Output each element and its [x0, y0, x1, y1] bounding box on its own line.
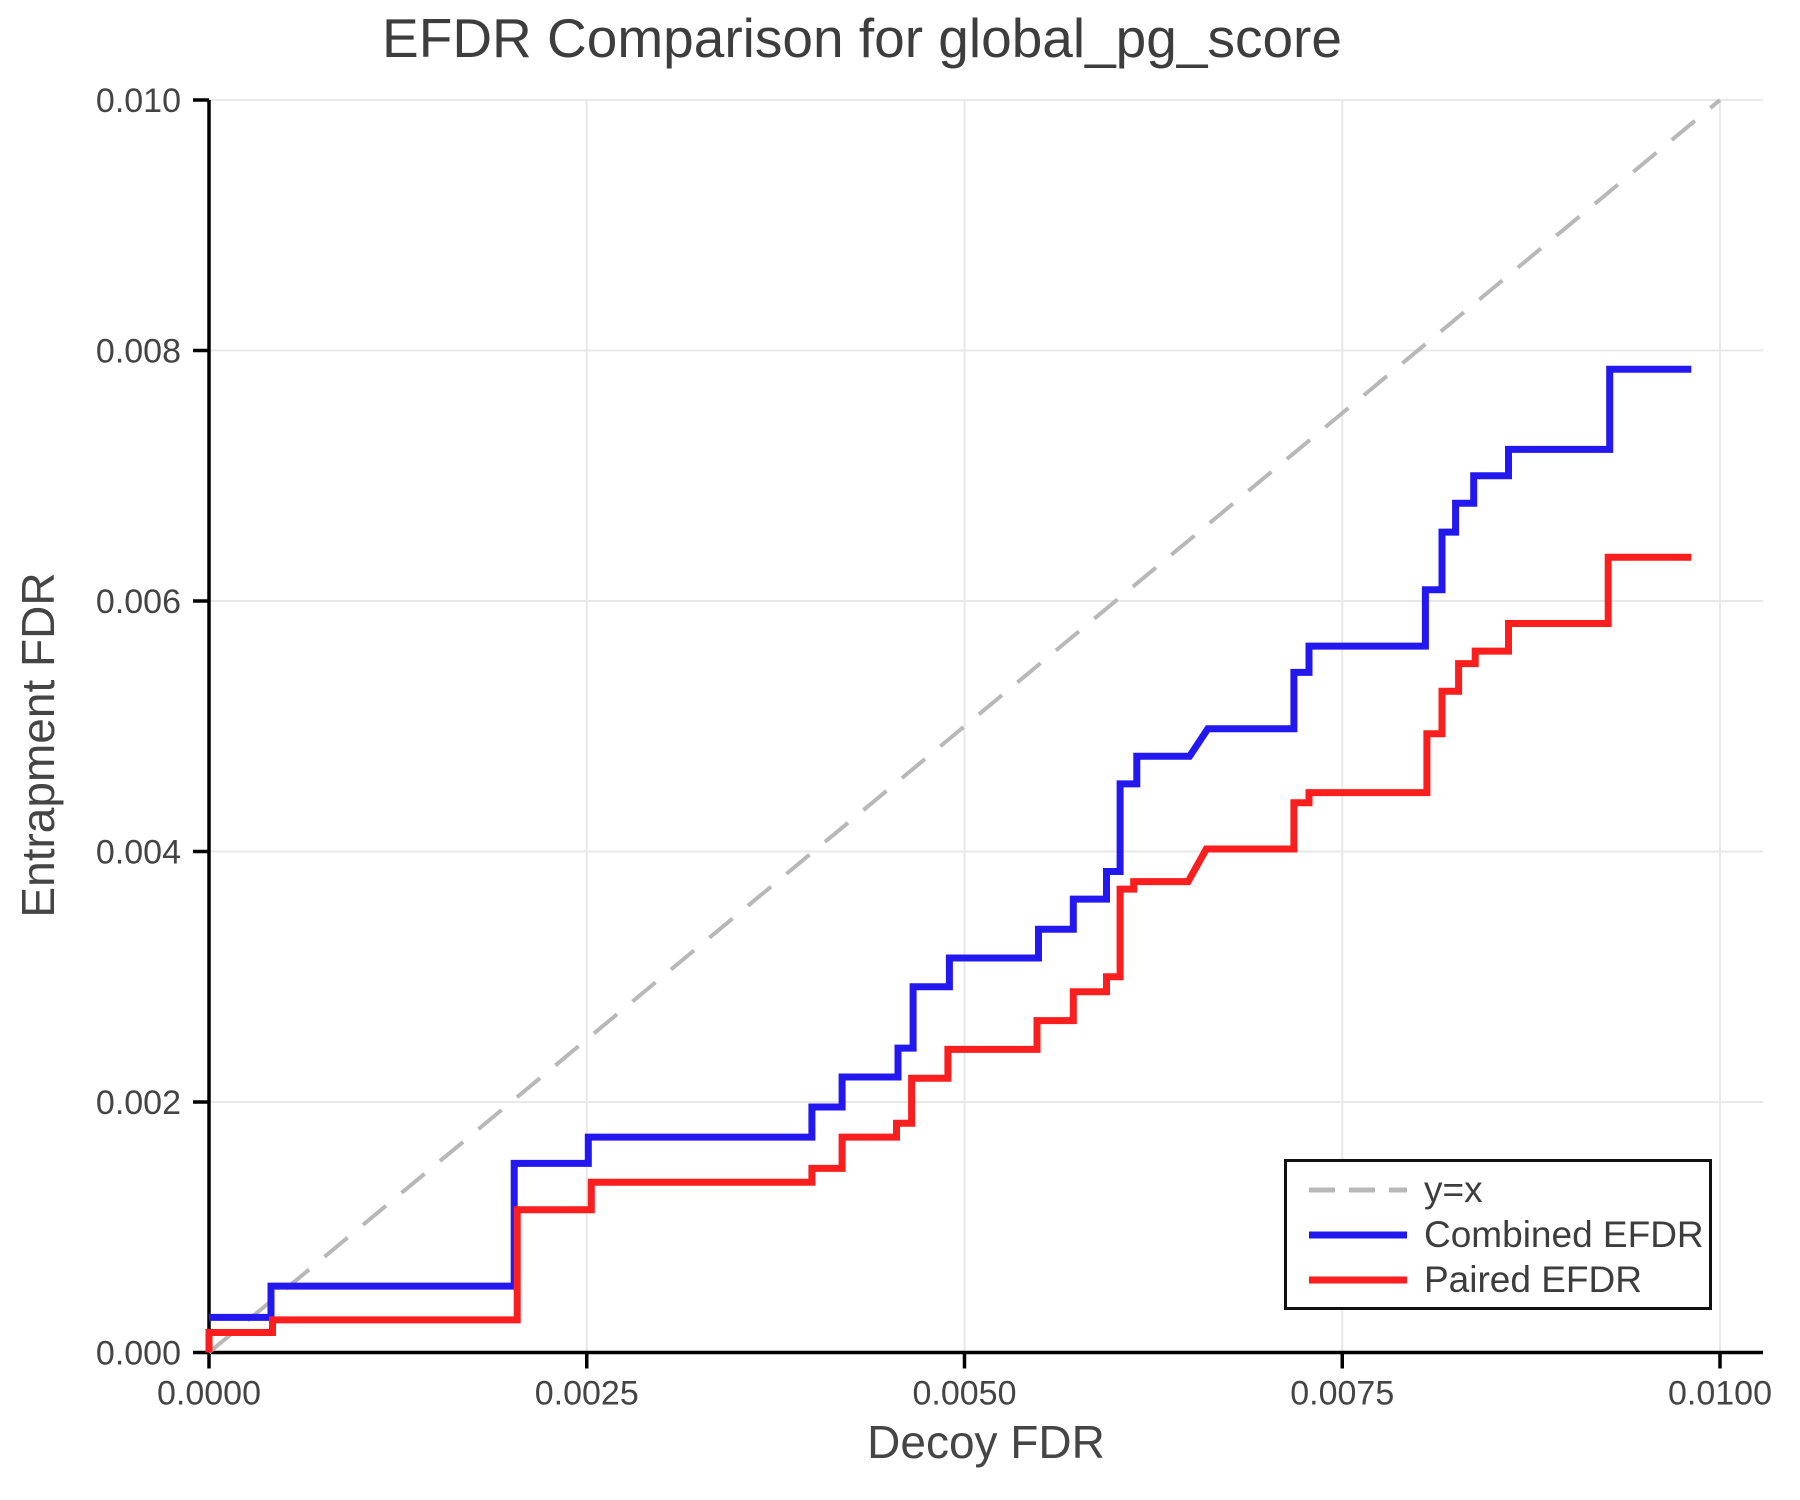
- dashed-line-sample: [1309, 1187, 1407, 1192]
- y-tick-label: 0.008: [96, 333, 181, 371]
- legend-item-reference: y=x: [1309, 1167, 1709, 1212]
- chart-title: EFDR Comparison for global_pg_score: [382, 7, 1342, 69]
- y-tick-label: 0.006: [96, 583, 181, 621]
- legend: y=x Combined EFDR Paired EFDR: [1284, 1159, 1712, 1310]
- x-axis-label: Decoy FDR: [867, 1416, 1105, 1468]
- legend-item-combined: Combined EFDR: [1309, 1212, 1709, 1257]
- combined-line-sample: [1309, 1231, 1407, 1238]
- x-tick-label: 0.0000: [157, 1375, 261, 1413]
- x-tick-label: 0.0075: [1290, 1375, 1394, 1413]
- x-tick-label: 0.0050: [913, 1375, 1017, 1413]
- y-tick-label: 0.002: [96, 1084, 181, 1122]
- legend-item-paired: Paired EFDR: [1309, 1257, 1709, 1302]
- series-line-combined-efdr: [209, 365, 1692, 1321]
- reference-line-y-equals-x: [207, 98, 1722, 1355]
- legend-label-combined: Combined EFDR: [1424, 1214, 1704, 1255]
- x-tick-label: 0.0100: [1668, 1375, 1772, 1413]
- y-tick-label: 0.010: [96, 82, 181, 120]
- y-tick-label: 0.000: [96, 1335, 181, 1373]
- series-line-paired-efdr: [205, 553, 1692, 1353]
- legend-label-reference: y=x: [1424, 1169, 1483, 1210]
- paired-line-sample: [1309, 1276, 1407, 1283]
- legend-label-paired: Paired EFDR: [1424, 1259, 1642, 1300]
- y-tick-label: 0.004: [96, 834, 181, 872]
- x-tick-label: 0.0025: [535, 1375, 639, 1413]
